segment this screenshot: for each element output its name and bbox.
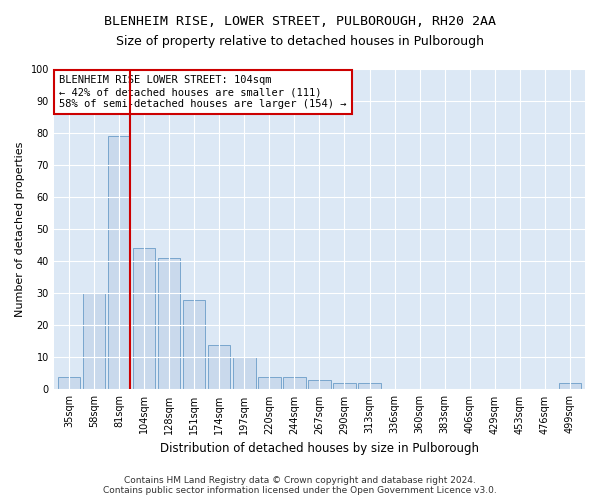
Text: BLENHEIM RISE, LOWER STREET, PULBOROUGH, RH20 2AA: BLENHEIM RISE, LOWER STREET, PULBOROUGH,… — [104, 15, 496, 28]
Bar — [333, 383, 356, 390]
Bar — [358, 383, 381, 390]
Bar — [58, 376, 80, 390]
Bar — [107, 136, 130, 390]
Y-axis label: Number of detached properties: Number of detached properties — [15, 142, 25, 317]
Bar — [258, 376, 281, 390]
Text: BLENHEIM RISE LOWER STREET: 104sqm
← 42% of detached houses are smaller (111)
58: BLENHEIM RISE LOWER STREET: 104sqm ← 42%… — [59, 76, 347, 108]
Bar — [559, 383, 581, 390]
Bar — [208, 344, 230, 390]
Bar — [233, 358, 256, 390]
Bar — [283, 376, 305, 390]
Bar — [83, 294, 105, 390]
Text: Size of property relative to detached houses in Pulborough: Size of property relative to detached ho… — [116, 35, 484, 48]
Text: Contains HM Land Registry data © Crown copyright and database right 2024.
Contai: Contains HM Land Registry data © Crown c… — [103, 476, 497, 495]
X-axis label: Distribution of detached houses by size in Pulborough: Distribution of detached houses by size … — [160, 442, 479, 455]
Bar — [183, 300, 205, 390]
Bar — [133, 248, 155, 390]
Bar — [158, 258, 181, 390]
Bar — [308, 380, 331, 390]
